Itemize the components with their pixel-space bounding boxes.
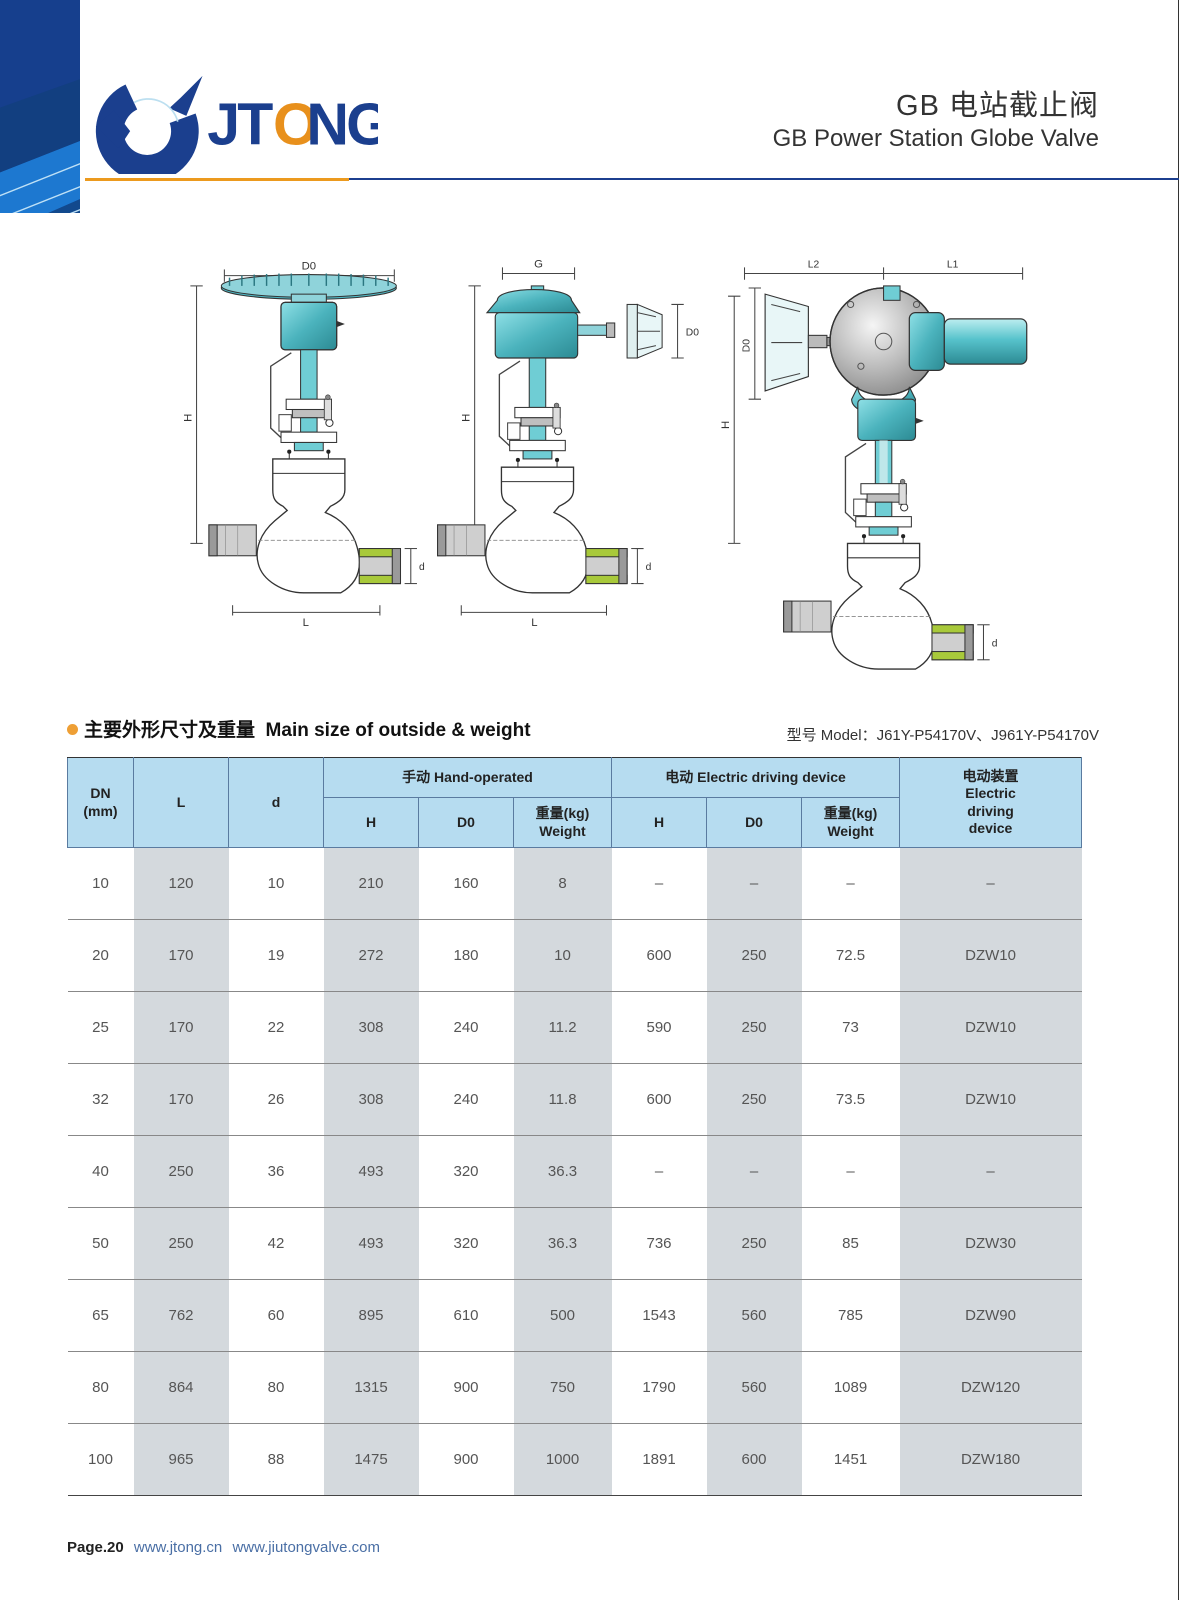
- svg-text:D0: D0: [302, 260, 316, 272]
- svg-text:D0: D0: [686, 327, 699, 338]
- svg-text:G: G: [534, 258, 543, 270]
- svg-text:NG: NG: [306, 91, 378, 157]
- svg-text:d: d: [992, 638, 998, 649]
- svg-text:L: L: [531, 617, 537, 629]
- svg-text:L2: L2: [808, 259, 820, 270]
- svg-text:L: L: [303, 617, 309, 629]
- svg-text:JT: JT: [207, 91, 273, 157]
- svg-text:H: H: [182, 414, 194, 422]
- svg-text:d: d: [419, 562, 425, 573]
- svg-text:d: d: [646, 562, 652, 573]
- svg-text:H: H: [720, 421, 732, 429]
- svg-text:D0: D0: [742, 339, 753, 352]
- svg-text:H: H: [461, 414, 473, 422]
- svg-text:L1: L1: [947, 259, 959, 270]
